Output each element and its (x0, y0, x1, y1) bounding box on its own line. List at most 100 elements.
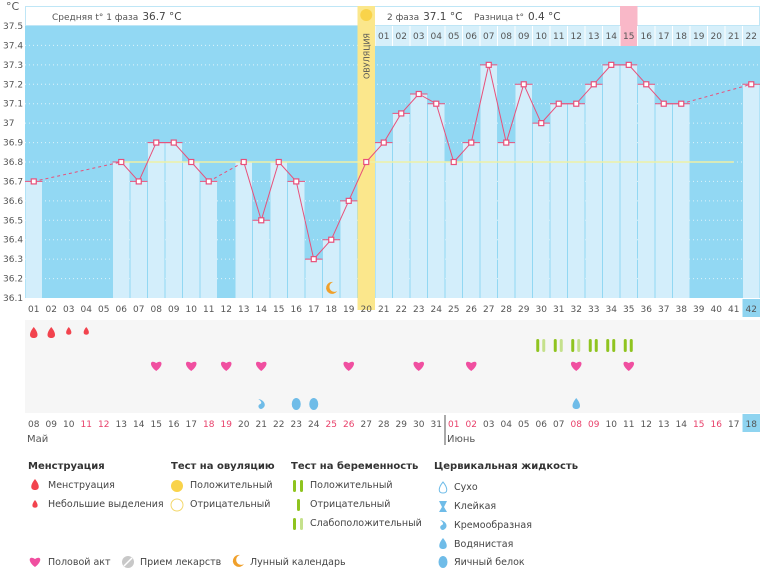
calendar-date-weekend: 08 (571, 420, 583, 430)
temperature-bar (463, 142, 480, 298)
heart-icon (343, 361, 355, 371)
cycle-day-label: 18 (326, 305, 338, 315)
temperature-point (363, 158, 370, 166)
temperature-bar (585, 84, 602, 299)
temperature-point (450, 158, 457, 166)
temperature-point (170, 139, 177, 146)
cycle-day-label: 26 (466, 305, 478, 315)
cycle-day-label: 41 (728, 305, 739, 315)
temperature-bar (288, 181, 305, 298)
cycle-day-label: 19 (343, 305, 355, 315)
calendar-date: 03 (483, 420, 494, 430)
heart-icon (465, 361, 477, 371)
phase2-day-label: 03 (413, 32, 424, 42)
pregnancy-test-weak-icon (559, 339, 563, 352)
temperature-point (328, 236, 335, 243)
phase2-day-label: 15 (623, 32, 634, 42)
menstruation-heavy-icon (30, 327, 38, 338)
temperature-point (258, 217, 265, 224)
temperature-bar (253, 220, 270, 298)
pregnancy-test-weak-icon (577, 339, 581, 352)
y-tick-label: 37.1 (3, 100, 23, 110)
legend-pregnancy-weak-icon (293, 518, 296, 530)
calendar-date-weekend: 15 (693, 420, 704, 430)
legend-pregnancy-negative: Отрицательный (310, 499, 391, 510)
temperature-line-segment (120, 161, 140, 182)
temperature-line-segment (645, 83, 665, 105)
temperature-point (643, 81, 650, 88)
temperature-bar (183, 162, 200, 298)
cycle-day-label: 38 (676, 305, 688, 315)
cycle-day-label: 42 (746, 305, 757, 315)
temperature-bar (340, 200, 357, 298)
temperature-point (240, 158, 247, 166)
calendar-date: 15 (151, 420, 162, 430)
cycle-day-label: 28 (501, 305, 513, 315)
temperature-bar (568, 103, 585, 298)
temperature-point (310, 256, 317, 263)
calendar-date-weekend: 16 (711, 420, 723, 430)
calendar-date: 06 (536, 420, 548, 430)
calendar-date-weekend: 18 (203, 420, 215, 430)
temperature-bar (620, 64, 637, 298)
temperature-line-segment (260, 161, 280, 221)
legend-pregnancy-test-title: Тест на беременность (291, 461, 419, 472)
temperature-line-segment (540, 103, 560, 124)
heart-icon (185, 361, 197, 371)
calendar-date: 09 (46, 420, 58, 430)
temperature-point (555, 100, 562, 107)
cycle-day-label: 29 (518, 305, 530, 315)
phase2-day-label: 08 (501, 32, 513, 42)
temperature-point (503, 139, 510, 146)
calendar-date: 07 (553, 420, 564, 430)
temperature-line-segment (243, 161, 262, 221)
pregnancy-test-line (588, 339, 592, 352)
phase2-day-label: 22 (746, 32, 757, 42)
calendar-date: 27 (361, 420, 372, 430)
temperature-line-segment (383, 113, 402, 143)
pregnancy-test-line (536, 339, 540, 352)
phase2-summary: 2 фаза 37.1 °C (387, 11, 462, 23)
heart-icon (255, 361, 267, 371)
y-tick-label: 37.5 (3, 22, 23, 32)
calendar-date: 31 (431, 420, 442, 430)
temperature-line-segment (593, 64, 612, 85)
legend-pill-stripe (123, 557, 133, 567)
cycle-day-label: 32 (571, 305, 582, 315)
cycle-day-label: 25 (448, 305, 459, 315)
y-tick-label: 37 (3, 119, 14, 129)
heart-icon (413, 361, 425, 371)
temperature-bar (515, 84, 532, 299)
temperature-point (205, 178, 212, 185)
calendar-date-weekend: 09 (588, 420, 600, 430)
cycle-day-label: 01 (28, 305, 39, 315)
menstruation-light-icon (66, 327, 72, 335)
diff-label: Разница t° (474, 13, 524, 23)
temperature-bar (323, 239, 340, 298)
temperature-bar (200, 181, 217, 298)
temperature-bar (603, 64, 620, 298)
cycle-day-label: 14 (256, 305, 268, 315)
y-tick-label: 37.3 (3, 61, 23, 71)
temperature-point (678, 100, 685, 107)
cycle-day-label: 03 (63, 305, 74, 315)
y-tick-label: 37.4 (3, 41, 23, 51)
phase2-day-label: 04 (431, 32, 443, 42)
legend-cervical-eggwhite: Яичный белок (454, 557, 525, 568)
cycle-day-label: 37 (658, 305, 669, 315)
legend-pregnancy-negative-icon (297, 499, 300, 511)
temperature-bar (410, 94, 427, 298)
temperature-point (520, 81, 527, 88)
legend-ovulation-negative-icon (170, 498, 184, 512)
pregnancy-test-line (623, 339, 627, 352)
temperature-line-segment (278, 161, 297, 182)
calendar-date: 23 (291, 420, 302, 430)
phase2-day-label: 02 (396, 32, 407, 42)
cervical-creamy-icon (258, 399, 265, 409)
temperature-line-segment (173, 142, 192, 163)
pregnancy-test-line (571, 339, 575, 352)
cycle-day-label: 08 (151, 305, 163, 315)
legend-ovulation-positive-icon (171, 480, 183, 492)
